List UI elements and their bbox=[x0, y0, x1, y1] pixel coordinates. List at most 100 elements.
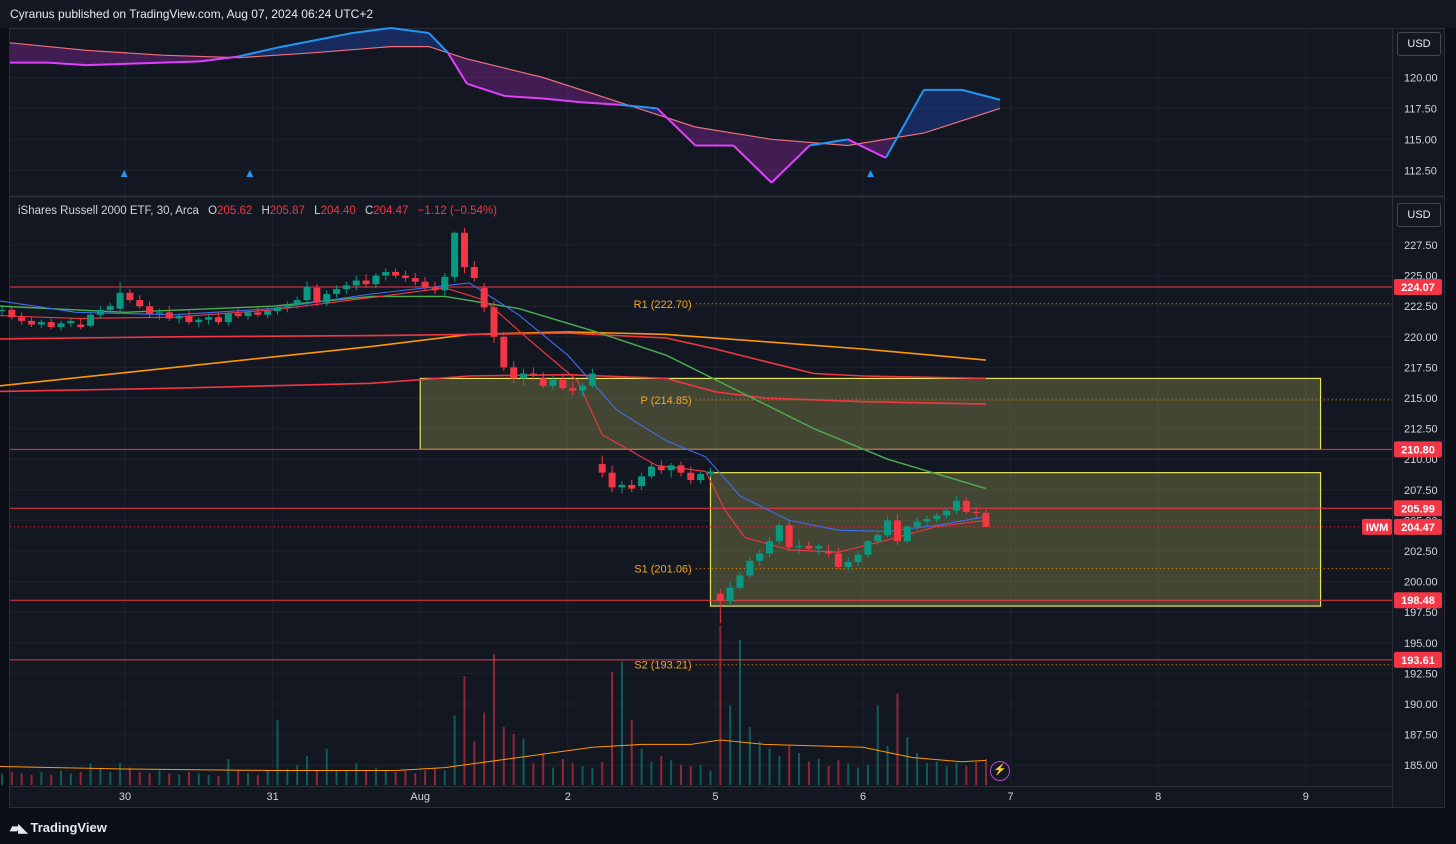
oscillator-tick-label: 120.00 bbox=[1404, 72, 1438, 84]
candle-body bbox=[667, 465, 675, 471]
candle-body bbox=[677, 465, 685, 473]
candle-body bbox=[549, 379, 557, 386]
volume-bar bbox=[827, 766, 830, 785]
candle-body bbox=[706, 471, 714, 474]
oscillator-fill-slice bbox=[287, 44, 292, 55]
candle-body bbox=[214, 317, 222, 323]
candle-body bbox=[8, 309, 16, 318]
oscillator-fill-slice bbox=[109, 51, 113, 65]
publisher-bar: Cyranus published on TradingView.com, Au… bbox=[0, 0, 1456, 28]
oscillator-fill-slice bbox=[406, 29, 410, 47]
oscillator-fill-slice bbox=[310, 40, 315, 53]
time-tick-label: 5 bbox=[712, 791, 718, 803]
oscillator-fill-slice bbox=[878, 139, 882, 157]
oscillator-fill-slice bbox=[790, 140, 795, 165]
volume-bar bbox=[679, 764, 682, 785]
candle-body bbox=[372, 275, 380, 285]
oscillator-fast-segment bbox=[466, 82, 506, 97]
volume-bar bbox=[768, 748, 771, 785]
candle-body bbox=[933, 515, 941, 520]
candle-body bbox=[47, 322, 55, 328]
candle-body bbox=[618, 484, 626, 488]
volume-bar bbox=[532, 763, 535, 785]
oscillator-fill-slice bbox=[360, 31, 365, 50]
candles bbox=[0, 227, 990, 624]
oscillator-fill-slice bbox=[177, 55, 182, 63]
volume-bar bbox=[50, 774, 53, 785]
oscillator-fill-slice bbox=[695, 126, 700, 146]
oscillator-fast-segment bbox=[428, 32, 449, 54]
candle-body bbox=[451, 232, 459, 277]
candle-body bbox=[647, 466, 655, 477]
oscillator-fill-slice bbox=[782, 140, 787, 172]
oscillator-fill-slice bbox=[988, 96, 993, 113]
oscillator-fill-slice bbox=[70, 48, 75, 65]
oscillator-fill-slice bbox=[314, 39, 319, 53]
oscillator-fill-slice bbox=[706, 128, 711, 146]
candle-body bbox=[441, 276, 449, 291]
candle-body bbox=[982, 512, 990, 527]
candle-body bbox=[293, 300, 301, 305]
candle-body bbox=[165, 312, 173, 319]
oscillator-fill-slice bbox=[21, 43, 26, 63]
oscillator-fill-slice bbox=[965, 90, 970, 120]
candle-body bbox=[28, 320, 36, 325]
volume-bar bbox=[394, 771, 397, 785]
oscillator-fill-slice bbox=[752, 136, 757, 168]
oscillator-fill-slice bbox=[577, 88, 582, 103]
oscillator-fill-slice bbox=[493, 65, 498, 94]
volume-bar bbox=[758, 741, 761, 785]
volume-bar bbox=[345, 770, 348, 785]
oscillator-fill-slice bbox=[916, 96, 921, 135]
candle-body bbox=[313, 287, 321, 303]
time-tick-label: 6 bbox=[860, 791, 866, 803]
candle-body bbox=[687, 472, 695, 481]
oscillator-fill-slice bbox=[166, 55, 170, 63]
volume-bar bbox=[296, 764, 299, 785]
oscillator-fill-slice bbox=[386, 28, 391, 47]
candle-body bbox=[943, 510, 951, 516]
lightning-icon[interactable]: ⚡ bbox=[990, 761, 1010, 781]
oscillator-fill-slice bbox=[478, 61, 483, 89]
volume-bar bbox=[935, 761, 938, 785]
oscillator-fill-slice bbox=[348, 32, 353, 50]
oscillator-fill-slice bbox=[592, 93, 597, 104]
volume-bars bbox=[1, 625, 987, 785]
oscillator-fast-segment bbox=[124, 61, 163, 65]
volume-bar bbox=[729, 705, 732, 785]
volume-bar bbox=[699, 764, 702, 785]
oscillator-fill-slice bbox=[329, 36, 334, 52]
candle-body bbox=[903, 526, 911, 542]
sma-red-upper-line bbox=[0, 332, 987, 380]
candle-body bbox=[421, 281, 429, 287]
volume-bar bbox=[925, 763, 928, 785]
oscillator-fast-segment bbox=[884, 89, 925, 159]
volume-bar bbox=[207, 774, 210, 785]
oscillator-fill-slice bbox=[143, 53, 148, 64]
price-tick-label: 207.50 bbox=[1404, 485, 1438, 497]
volume-bar bbox=[168, 773, 171, 785]
pivot-label: S2 (193.21) bbox=[634, 660, 691, 672]
candle-body bbox=[785, 525, 793, 548]
oscillator-fill-slice bbox=[786, 140, 791, 168]
currency-button-oscillator[interactable]: USD bbox=[1397, 32, 1441, 56]
oscillator-fill-slice bbox=[44, 46, 49, 63]
candle-body bbox=[657, 466, 665, 471]
candle-body bbox=[244, 312, 252, 316]
oscillator-fill-slice bbox=[367, 30, 372, 49]
currency-button-price[interactable]: USD bbox=[1397, 203, 1441, 227]
candle-body bbox=[746, 560, 754, 576]
volume-bar bbox=[965, 766, 968, 785]
candle-body bbox=[470, 267, 478, 279]
candle-body bbox=[77, 324, 85, 328]
oscillator-fill-slice bbox=[581, 89, 585, 103]
oscillator-fill-slice bbox=[980, 94, 985, 115]
oscillator-fill-slice bbox=[558, 82, 563, 101]
volume-bar bbox=[128, 767, 131, 785]
oscillator-fill-slice bbox=[760, 137, 764, 176]
chart-frame[interactable] bbox=[9, 28, 1445, 808]
oscillator-fast-segment bbox=[352, 27, 391, 34]
legend-close: 204.47 bbox=[373, 205, 409, 217]
oscillator-fill-slice bbox=[939, 89, 943, 129]
